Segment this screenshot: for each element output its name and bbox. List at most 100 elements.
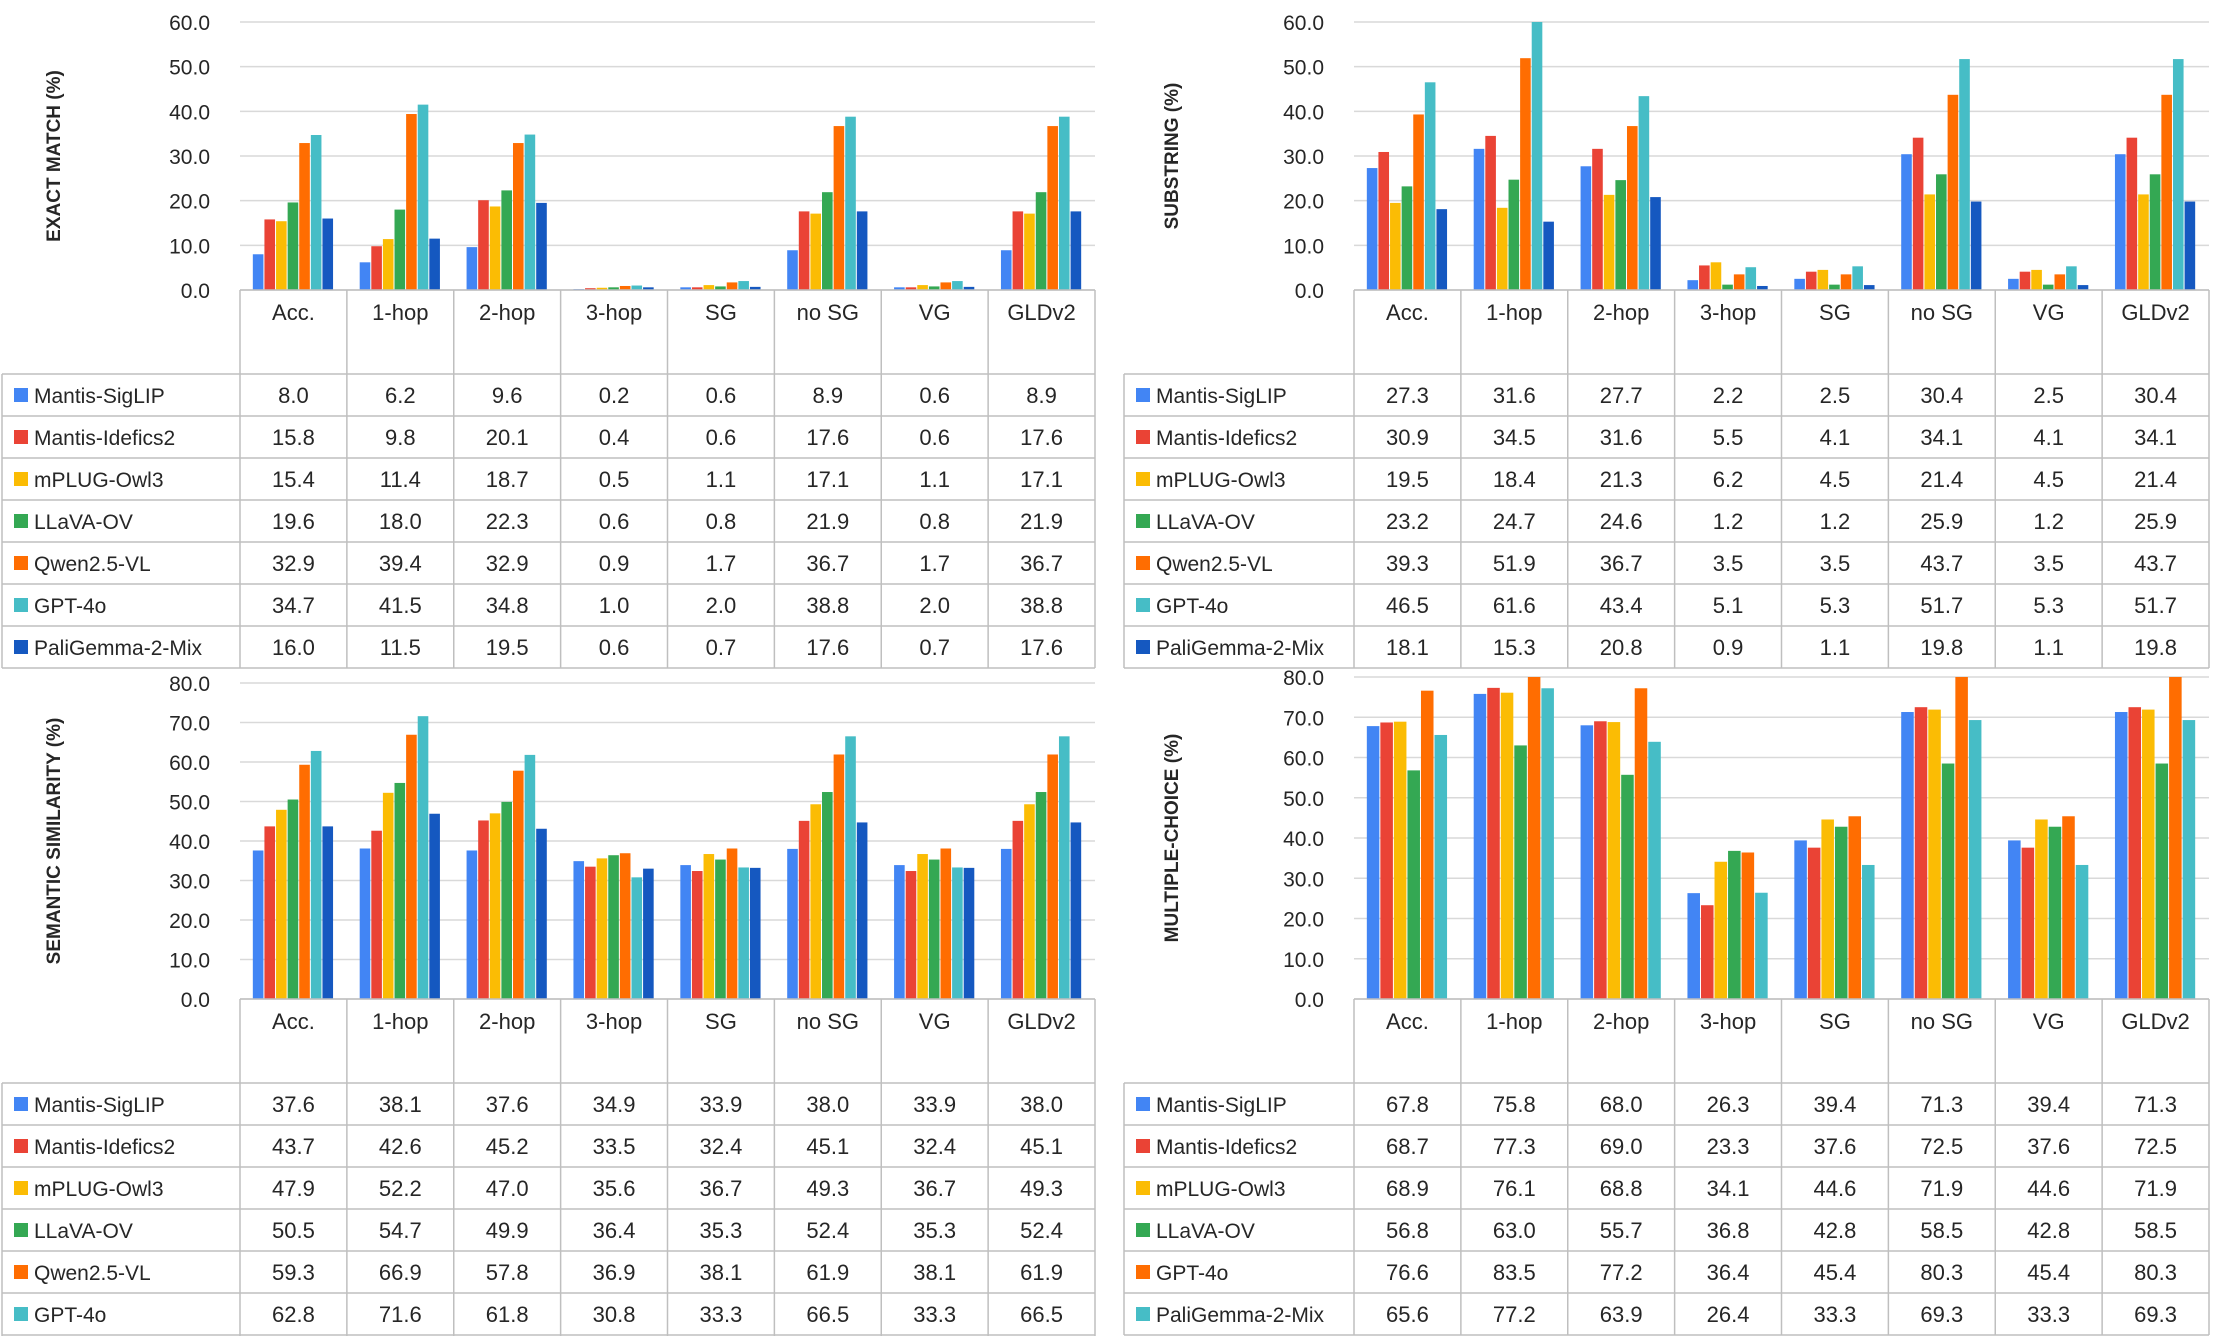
bar-paligemma-2-mix-4 <box>1862 864 1875 999</box>
category-label: Acc. <box>272 1009 315 1034</box>
data-label: 33.3 <box>700 1302 743 1327</box>
bar-mantis-idefics2-4 <box>1805 271 1817 290</box>
data-label: 5.3 <box>1820 593 1851 618</box>
bar-qwen2-5-vl-5 <box>1947 94 1959 290</box>
bar-mantis-siglip-4 <box>680 865 691 999</box>
data-label: 0.6 <box>706 383 737 408</box>
data-label: 17.1 <box>1020 467 1063 492</box>
data-label: 26.3 <box>1707 1092 1750 1117</box>
bar-gpt-4o-5 <box>845 736 856 999</box>
bar-mplug-owl3-1 <box>382 792 394 999</box>
bar-mantis-siglip-1 <box>359 262 371 290</box>
bar-mplug-owl3-4 <box>1821 819 1834 999</box>
bar-qwen2-5-vl-7 <box>1047 754 1058 999</box>
legend-label: LLaVA-OV <box>34 1220 133 1243</box>
bar-paligemma-2-mix-6 <box>963 286 975 290</box>
bar-gpt-4o-4 <box>738 281 749 290</box>
legend-label: LLaVA-OV <box>1156 511 1255 534</box>
bar-paligemma-2-mix-0 <box>322 826 334 999</box>
data-label: 36.9 <box>593 1260 636 1285</box>
bar-gpt-4o-4 <box>738 867 749 999</box>
bar-mplug-owl3-6 <box>917 285 928 290</box>
category-label: VG <box>2033 300 2065 325</box>
bar-paligemma-2-mix-1 <box>1543 221 1554 290</box>
data-label: 30.9 <box>1386 425 1429 450</box>
y-tick-label: 30.0 <box>169 146 210 169</box>
y-tick-label: 0.0 <box>1295 280 1324 303</box>
data-label: 1.7 <box>919 551 950 576</box>
data-label: 22.3 <box>486 509 529 534</box>
category-label: 3-hop <box>586 1009 642 1034</box>
bar-paligemma-2-mix-7 <box>2184 201 2196 290</box>
data-label: 0.6 <box>706 425 737 450</box>
data-label: 33.3 <box>1814 1302 1857 1327</box>
bar-llava-ov-0 <box>287 799 299 999</box>
data-label: 69.3 <box>1920 1302 1963 1327</box>
bar-paligemma-2-mix-0 <box>1434 734 1448 999</box>
chart-panel-4: 0.0 10.0 20.0 30.0 40.0 50.0 60.0 70.0 80.0 MULTI… <box>1123 667 2210 1336</box>
bar-paligemma-2-mix-5 <box>1968 720 1982 999</box>
bar-gpt-4o-6 <box>952 867 963 999</box>
bar-llava-ov-6 <box>2048 826 2062 999</box>
bar-llava-ov-5 <box>1941 763 1955 999</box>
data-label: 31.6 <box>1600 425 1643 450</box>
bar-llava-ov-0 <box>1407 770 1420 999</box>
y-tick-label: 40.0 <box>169 101 210 124</box>
bar-mplug-owl3-1 <box>1500 692 1514 999</box>
legend-label: Qwen2.5-VL <box>34 553 151 576</box>
data-label: 0.4 <box>599 425 630 450</box>
bar-mantis-siglip-4 <box>1794 278 1805 290</box>
data-label: 0.6 <box>599 635 630 660</box>
bar-qwen2-5-vl-2 <box>512 143 524 290</box>
bar-qwen2-5-vl-1 <box>406 734 417 999</box>
legend-swatch <box>1136 598 1150 612</box>
data-label: 24.7 <box>1493 509 1536 534</box>
bar-mantis-idefics2-2 <box>1594 721 1607 999</box>
bar-mplug-owl3-6 <box>917 854 928 999</box>
bar-paligemma-2-mix-3 <box>643 287 654 290</box>
data-label: 65.6 <box>1386 1302 1429 1327</box>
legend-label: mPLUG-Owl3 <box>1156 469 1286 492</box>
legend-swatch <box>1136 1307 1150 1321</box>
bar-mantis-idefics2-0 <box>264 219 276 290</box>
y-tick-label: 50.0 <box>1283 788 1324 811</box>
bar-qwen2-5-vl-6 <box>2054 274 2066 290</box>
bar-mplug-owl3-6 <box>2035 819 2048 999</box>
y-tick-label: 80.0 <box>1283 667 1324 690</box>
bar-mantis-idefics2-2 <box>1592 148 1603 290</box>
legend-swatch <box>14 1097 28 1111</box>
bar-mantis-siglip-5 <box>787 250 798 290</box>
bar-mantis-siglip-6 <box>2008 840 2021 999</box>
data-label: 51.7 <box>2134 593 2177 618</box>
y-tick-label: 50.0 <box>169 792 210 815</box>
data-label: 72.5 <box>2134 1134 2177 1159</box>
bar-gpt-4o-7 <box>2169 677 2182 999</box>
data-label: 2.0 <box>919 593 950 618</box>
data-label: 1.2 <box>2033 509 2064 534</box>
legend-label: LLaVA-OV <box>34 511 133 534</box>
bar-gpt-4o-0 <box>1420 690 1434 999</box>
bar-gpt-4o-2 <box>524 754 536 999</box>
bar-mantis-siglip-6 <box>894 865 905 999</box>
bar-paligemma-2-mix-7 <box>1070 211 1082 290</box>
bar-paligemma-2-mix-2 <box>536 202 547 290</box>
data-label: 15.3 <box>1493 635 1536 660</box>
bar-mplug-owl3-7 <box>1024 804 1035 999</box>
data-label: 0.8 <box>919 509 950 534</box>
category-label: 1-hop <box>372 300 428 325</box>
bar-llava-ov-7 <box>1035 792 1047 999</box>
chart-panel-1: 0.0 10.0 20.0 30.0 40.0 50.0 60.0 EXACT MATCH (… <box>1 12 1096 669</box>
bar-gpt-4o-0 <box>1424 82 1436 290</box>
y-tick-label: 20.0 <box>169 191 210 214</box>
data-label: 33.9 <box>913 1092 956 1117</box>
legend-swatch <box>14 598 28 612</box>
data-label: 18.7 <box>486 467 529 492</box>
legend-label: LLaVA-OV <box>1156 1220 1255 1243</box>
legend-label: Qwen2.5-VL <box>1156 553 1273 576</box>
bar-mplug-owl3-2 <box>1603 194 1615 290</box>
bar-paligemma-2-mix-2 <box>1648 741 1661 999</box>
bar-llava-ov-0 <box>287 202 299 290</box>
category-label: 2-hop <box>479 300 535 325</box>
bar-mantis-siglip-0 <box>1366 726 1380 999</box>
bar-paligemma-2-mix-5 <box>856 822 868 999</box>
